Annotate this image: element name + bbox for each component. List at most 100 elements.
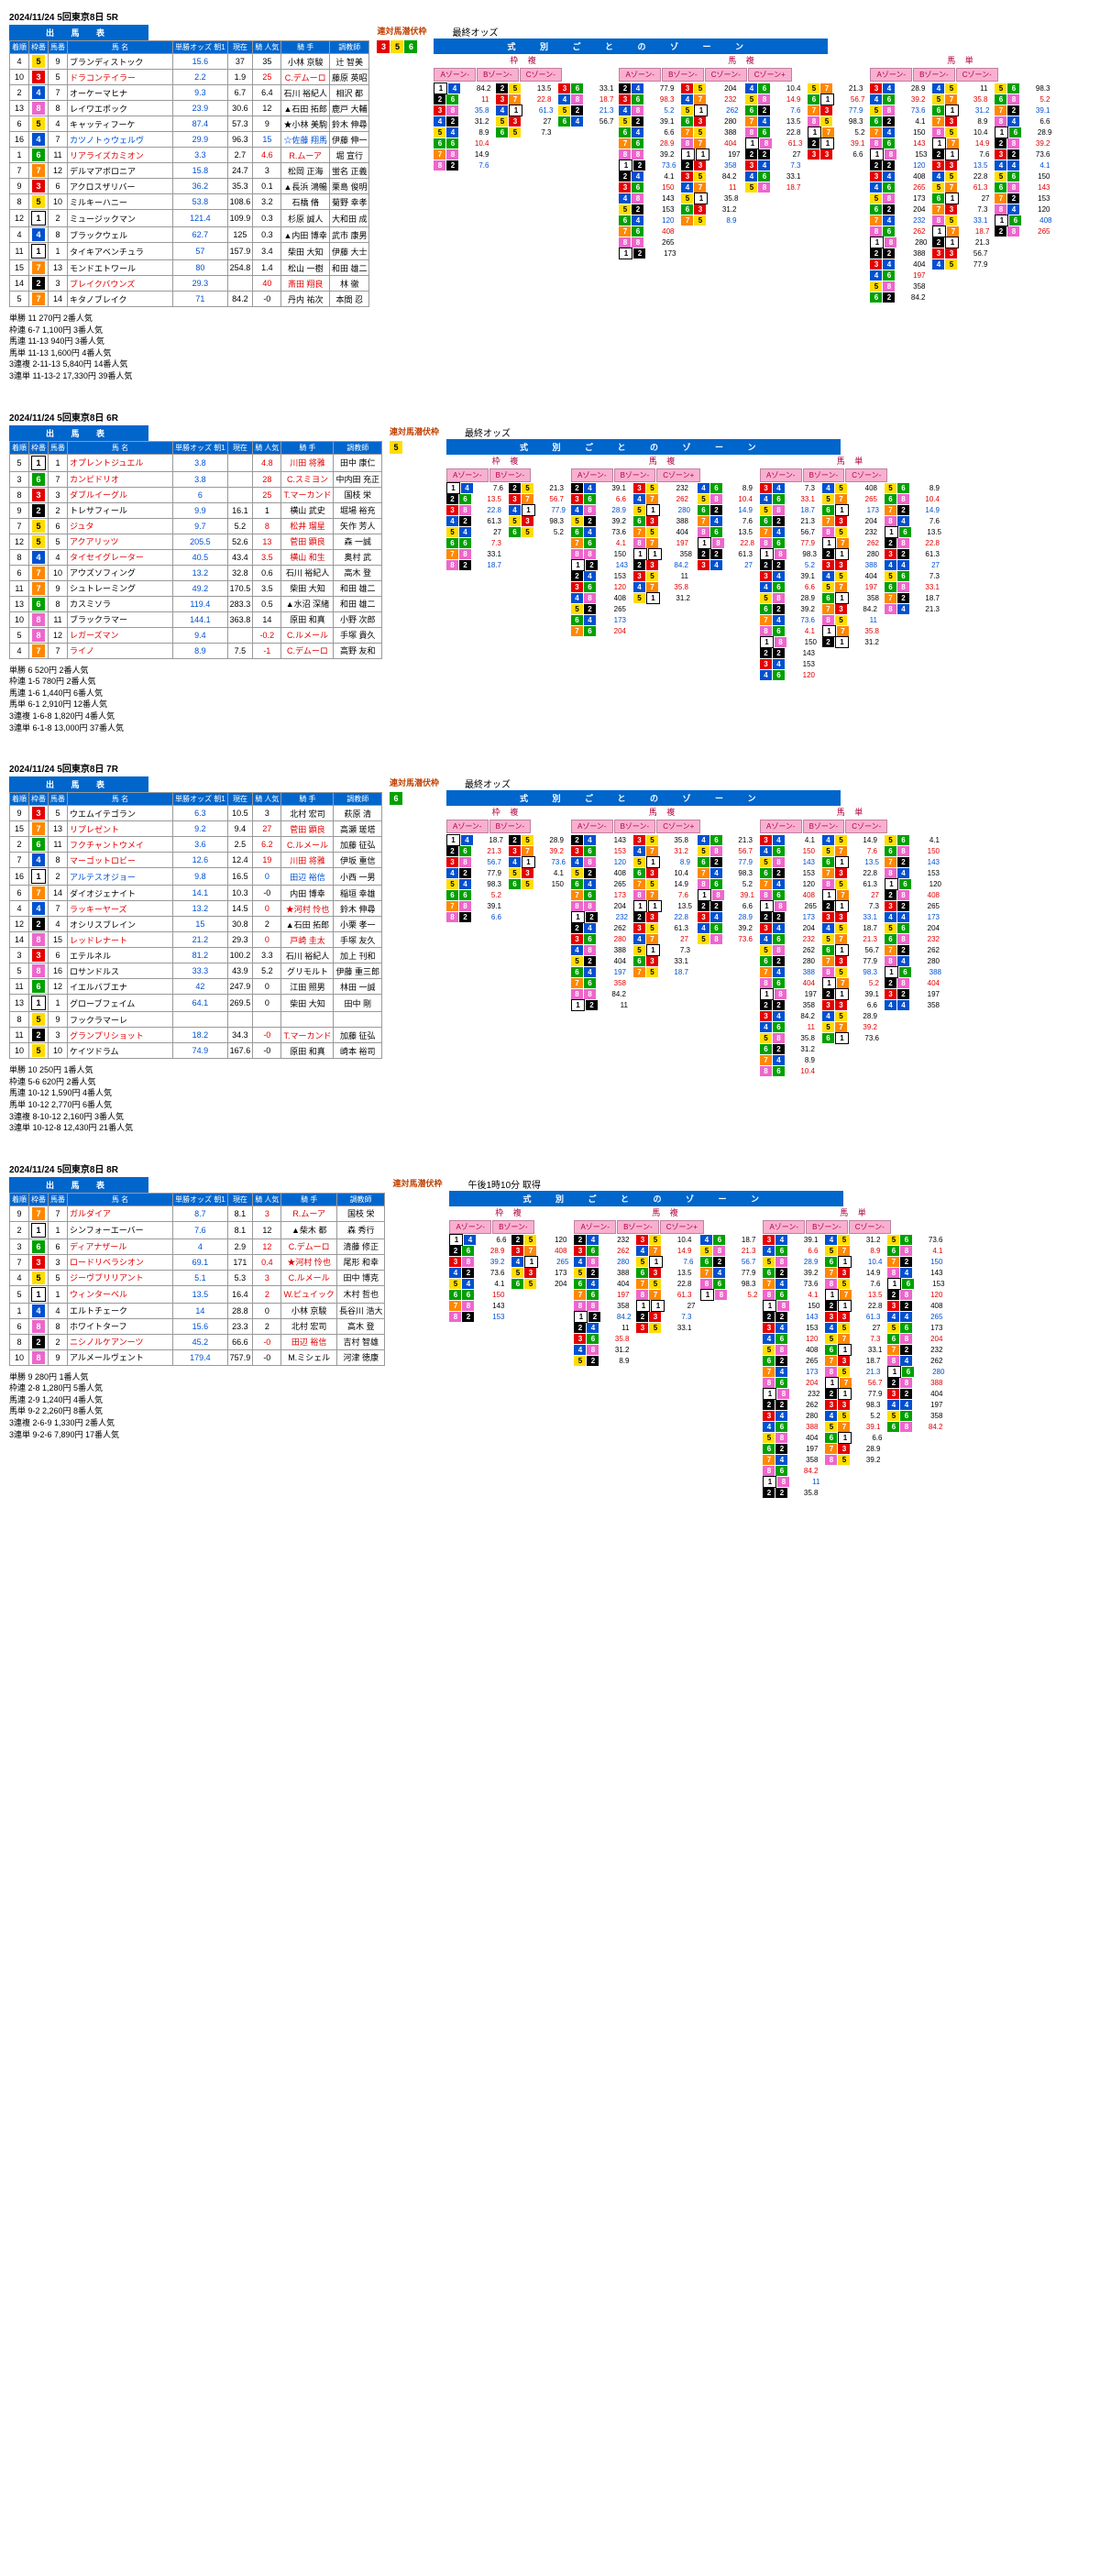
zone-tab[interactable]: Aゾーン-: [619, 68, 661, 82]
zone-tab[interactable]: Cゾーン+: [656, 468, 700, 482]
zone-tab[interactable]: Cゾーン-: [849, 1220, 891, 1234]
horses-table: 着順枠番馬番馬 名単勝オッズ 朝1現在騎 人気騎 手調教師977ガルダイア8.7…: [9, 1193, 385, 1366]
zone-row: 84262: [887, 1356, 946, 1367]
zone-row: 22262: [763, 1400, 821, 1411]
waku-box: 6: [32, 473, 45, 486]
zone-row: 2822.8: [885, 538, 943, 549]
horse-name: ディアナザール: [68, 1238, 173, 1254]
zone-row: 577.6: [822, 845, 881, 856]
col-header: 単勝オッズ 朝1: [173, 1193, 228, 1205]
zone-row: 3839.2: [449, 1257, 508, 1268]
waku-box: 7: [32, 292, 45, 305]
zone-row: 72150: [887, 1257, 946, 1268]
zone-row: 17262: [822, 538, 881, 549]
race-date: 2024/11/24 5回東京8日 5R: [9, 9, 1091, 23]
zone-row: 24153: [571, 571, 630, 582]
zone-row: 336.6: [822, 999, 881, 1010]
zone-tab[interactable]: Bゾーン-: [492, 1220, 534, 1234]
zone-tab[interactable]: Cゾーン+: [660, 1220, 704, 1234]
zone-row: 847.6: [885, 516, 943, 527]
zone-tab[interactable]: Bゾーン-: [806, 1220, 848, 1234]
zone-row: 244.1: [619, 171, 677, 182]
horse-name: ウエムイテゴラン: [68, 806, 173, 821]
zone-row: 4621.3: [698, 834, 756, 845]
zone-row: 16408: [995, 215, 1053, 226]
zone-row: 48120: [571, 856, 630, 867]
zone-row: 518.9: [633, 856, 694, 867]
zone-row: 76197: [574, 1290, 632, 1301]
zone-row: 44197: [887, 1400, 946, 1411]
zone-tab[interactable]: Bゾーン-: [490, 468, 532, 482]
zone-tab[interactable]: Bゾーン-: [617, 1220, 659, 1234]
waku-box: 7: [32, 644, 45, 657]
horse-row: 247オーケーマヒナ9.36.76.4石川 裕紀人相沢 都: [10, 85, 369, 101]
rentai-label: 連対馬潜伏枠: [392, 1177, 442, 1189]
zone-tab[interactable]: Bゾーン-: [477, 68, 519, 82]
zone-tab[interactable]: Aゾーン-: [446, 468, 489, 482]
zone-row: 3533.1: [636, 1323, 697, 1334]
horse-name: レッドレナート: [68, 932, 173, 948]
zone-row: 34204: [760, 922, 819, 933]
zone-tab[interactable]: Aゾーン-: [870, 68, 912, 82]
waku-box: 1: [31, 996, 46, 1010]
zone-tab[interactable]: Bゾーン-: [803, 468, 845, 482]
zone-row: 3427: [698, 560, 756, 571]
zone-row: 8561.3: [822, 878, 881, 889]
horse-row: 336エテルネル81.2100.23.3石川 裕紀人加上 刊和: [10, 948, 382, 963]
zone-tab[interactable]: Aゾーン-: [763, 1220, 805, 1234]
horse-name: リアライズカミオン: [68, 148, 173, 163]
zone-tab[interactable]: Cゾーン-: [845, 468, 887, 482]
horse-name: グランプリショット: [68, 1028, 173, 1043]
zone-row: 45404: [822, 571, 881, 582]
zone-tab[interactable]: Aゾーン-: [760, 468, 802, 482]
zone-tab[interactable]: Cゾーン-: [705, 68, 747, 82]
zone-row: 3428.9: [698, 911, 756, 922]
zone-tab[interactable]: Aゾーン-: [571, 468, 613, 482]
horse-row: 935ウエムイテゴラン6.310.53北村 宏司萩原 清: [10, 806, 382, 821]
zone-tab[interactable]: Cゾーン-: [956, 68, 998, 82]
zone-tab[interactable]: Aゾーン-: [434, 68, 476, 82]
zone-tab[interactable]: Aゾーン-: [449, 1220, 491, 1234]
zone-tab[interactable]: Cゾーン-: [520, 68, 562, 82]
zone-row: 52388: [574, 1268, 632, 1279]
horse-name: ジュタ: [68, 518, 173, 534]
horse-row: 733ロードリベラシオン69.11710.4★河村 怜也尾形 和幸: [10, 1254, 385, 1270]
zone-tab[interactable]: Bゾーン-: [490, 820, 532, 833]
zone-tabs: Aゾーン-Bゾーン-Cゾーン+: [571, 820, 756, 833]
horse-row: 1368カスミソラ119.4283.30.5▲水沼 深緒和田 雄二: [10, 596, 382, 611]
zone-row: 76408: [619, 226, 677, 237]
zone-tab[interactable]: Bゾーン-: [662, 68, 704, 82]
horse-name: エテルネル: [68, 948, 173, 963]
zone-tabs: Aゾーン-Bゾーン-Cゾーン-: [760, 468, 943, 482]
zone-tab[interactable]: Cゾーン+: [748, 68, 792, 82]
zone-row: 7413.5: [745, 116, 804, 127]
horse-name: ブランディストック: [68, 54, 173, 70]
zone-row: 5673.6: [887, 1235, 946, 1246]
zone-tab[interactable]: Aゾーン-: [446, 820, 489, 833]
col-header: 現在: [227, 1193, 253, 1205]
zone-tab[interactable]: Bゾーン-: [913, 68, 955, 82]
zone-tab[interactable]: Bゾーン-: [614, 820, 656, 833]
zone-row: 4633.1: [760, 494, 819, 505]
zone-row: 74358: [763, 1455, 821, 1466]
col-header: 調教師: [334, 793, 382, 806]
zone-row: 62197: [763, 1444, 821, 1455]
zone-tab[interactable]: Aゾーン-: [571, 820, 613, 833]
zone-row: 6173.6: [822, 1032, 881, 1043]
zone-row: 857.6: [825, 1279, 884, 1290]
zone-tab[interactable]: Aゾーン-: [574, 1220, 616, 1234]
zone-tab[interactable]: Cゾーン+: [656, 820, 700, 833]
zone-row: 624.1: [870, 116, 929, 127]
zone-row: 7814.9: [434, 149, 492, 160]
zone-tab[interactable]: Aゾーン-: [760, 820, 802, 833]
zone-row: 25120: [512, 1235, 570, 1246]
zone-tab[interactable]: Cゾーン-: [845, 820, 887, 833]
col-header: 着順: [10, 41, 29, 54]
zone-row: 66150: [449, 1290, 508, 1301]
zone-tab[interactable]: Bゾーン-: [614, 468, 656, 482]
zone-row: 5739.1: [825, 1422, 884, 1433]
zone-tab[interactable]: Bゾーン-: [803, 820, 845, 833]
horses-header: 出 馬 表: [9, 25, 148, 40]
horses-header: 出 馬 表: [9, 425, 148, 441]
waku-box: 8: [32, 1351, 45, 1364]
